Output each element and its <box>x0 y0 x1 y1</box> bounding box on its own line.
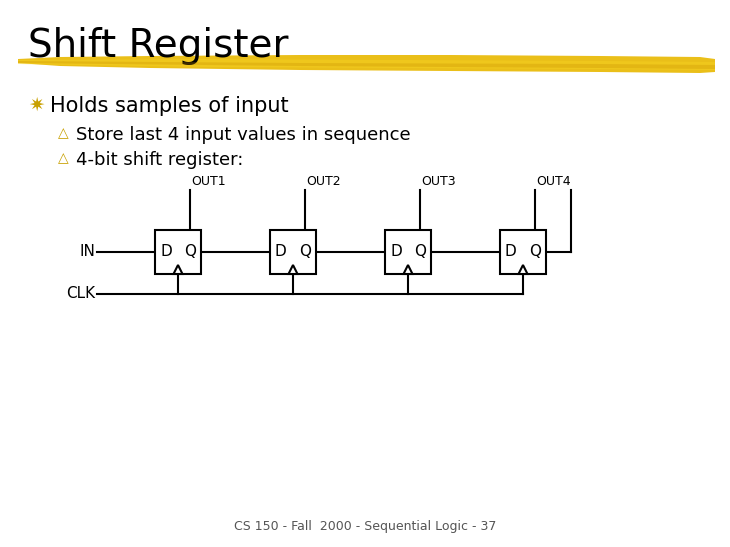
Text: △: △ <box>58 126 69 140</box>
Text: OUT3: OUT3 <box>421 175 456 188</box>
Text: Q: Q <box>299 245 311 259</box>
Polygon shape <box>18 59 715 70</box>
Text: ✷: ✷ <box>28 96 45 115</box>
Text: 4-bit shift register:: 4-bit shift register: <box>76 151 243 169</box>
Text: IN: IN <box>79 245 95 259</box>
Text: Q: Q <box>529 245 541 259</box>
Text: Q: Q <box>184 245 196 259</box>
Text: CS 150 - Fall  2000 - Sequential Logic - 37: CS 150 - Fall 2000 - Sequential Logic - … <box>234 520 496 533</box>
Text: OUT2: OUT2 <box>307 175 341 188</box>
Text: Store last 4 input values in sequence: Store last 4 input values in sequence <box>76 126 410 144</box>
Bar <box>270 230 316 274</box>
Polygon shape <box>18 61 715 69</box>
Bar <box>385 230 431 274</box>
Text: △: △ <box>58 151 69 165</box>
Bar <box>155 230 201 274</box>
Text: CLK: CLK <box>66 287 95 301</box>
Polygon shape <box>404 265 412 274</box>
Text: OUT4: OUT4 <box>537 175 571 188</box>
Text: OUT1: OUT1 <box>191 175 226 188</box>
Text: D: D <box>160 245 172 259</box>
Text: Shift Register: Shift Register <box>28 27 288 65</box>
Polygon shape <box>174 265 182 274</box>
Text: Holds samples of input: Holds samples of input <box>50 96 288 116</box>
Text: D: D <box>275 245 287 259</box>
Text: Q: Q <box>414 245 426 259</box>
Polygon shape <box>288 265 298 274</box>
Polygon shape <box>18 55 715 73</box>
Text: D: D <box>505 245 517 259</box>
Polygon shape <box>518 265 528 274</box>
Bar <box>500 230 546 274</box>
Text: D: D <box>390 245 402 259</box>
